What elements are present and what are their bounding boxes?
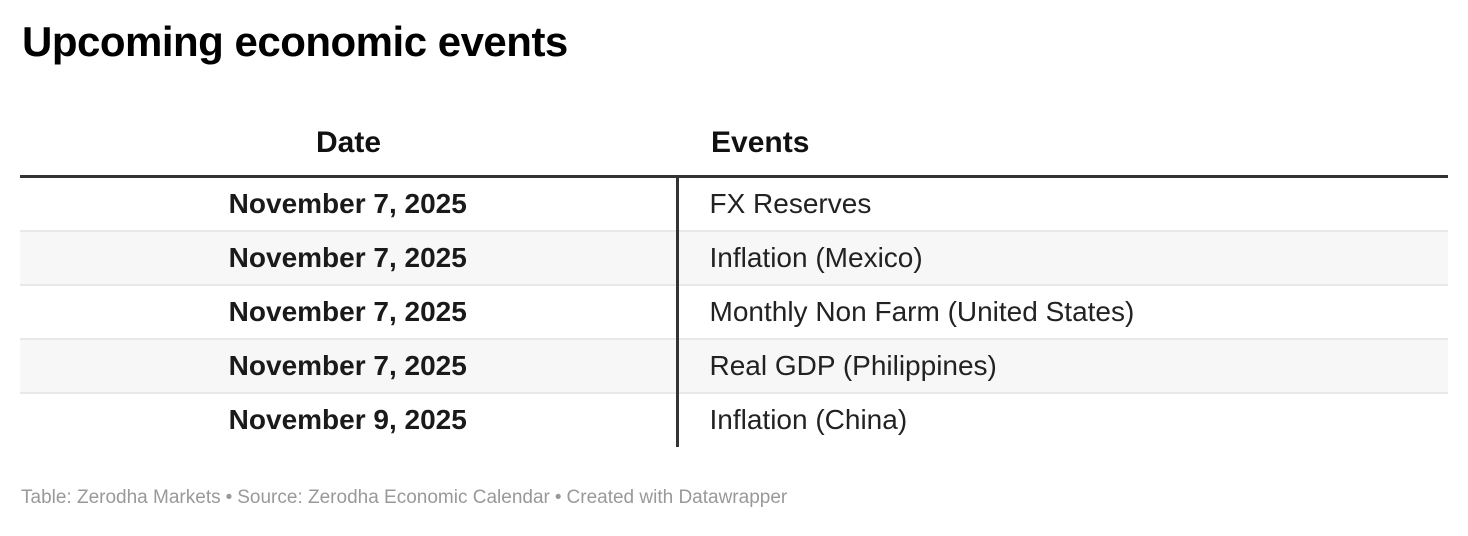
event-cell: Inflation (Mexico) bbox=[675, 229, 1448, 285]
page-title: Upcoming economic events bbox=[22, 18, 568, 65]
footer-separator: • bbox=[225, 486, 233, 508]
event-cell: Inflation (China) bbox=[675, 391, 1448, 447]
footer-datawrapper-credit: Created with Datawrapper bbox=[566, 486, 788, 508]
table-row: November 7, 2025 Real GDP (Philippines) bbox=[20, 337, 1448, 393]
table-header-row: Date Events bbox=[20, 125, 1448, 178]
table-row: November 7, 2025 Inflation (Mexico) bbox=[20, 229, 1448, 285]
event-cell: Real GDP (Philippines) bbox=[675, 337, 1448, 393]
date-cell: November 7, 2025 bbox=[20, 229, 677, 285]
date-cell: November 7, 2025 bbox=[228, 187, 467, 219]
table-row: November 7, 2025 FX Reserves bbox=[20, 176, 1448, 231]
footer-source-credit: Source: Zerodha Economic Calendar bbox=[237, 486, 550, 508]
upcoming-events-table: Date Events November 7, 2025 FX Reserves… bbox=[20, 125, 1448, 447]
date-cell: November 9, 2025 bbox=[20, 391, 677, 447]
footer-separator: • bbox=[554, 486, 562, 508]
column-header-date: Date bbox=[20, 125, 677, 178]
column-header-events: Events bbox=[677, 125, 1448, 178]
table-footer: Table: Zerodha Markets • Source: Zerodha E… bbox=[21, 487, 1448, 510]
table-row: November 7, 2025 Monthly Non Farm (Unite… bbox=[20, 283, 1448, 339]
footer-table-credit: Table: Zerodha Markets bbox=[21, 486, 221, 508]
table-row: November 9, 2025 Inflation (China) bbox=[20, 391, 1448, 447]
date-cell: November 7, 2025 bbox=[20, 337, 677, 393]
date-cell: November 7, 2025 bbox=[20, 283, 677, 339]
event-cell: Monthly Non Farm (United States) bbox=[675, 283, 1448, 339]
event-cell: FX Reserves bbox=[675, 176, 1448, 231]
